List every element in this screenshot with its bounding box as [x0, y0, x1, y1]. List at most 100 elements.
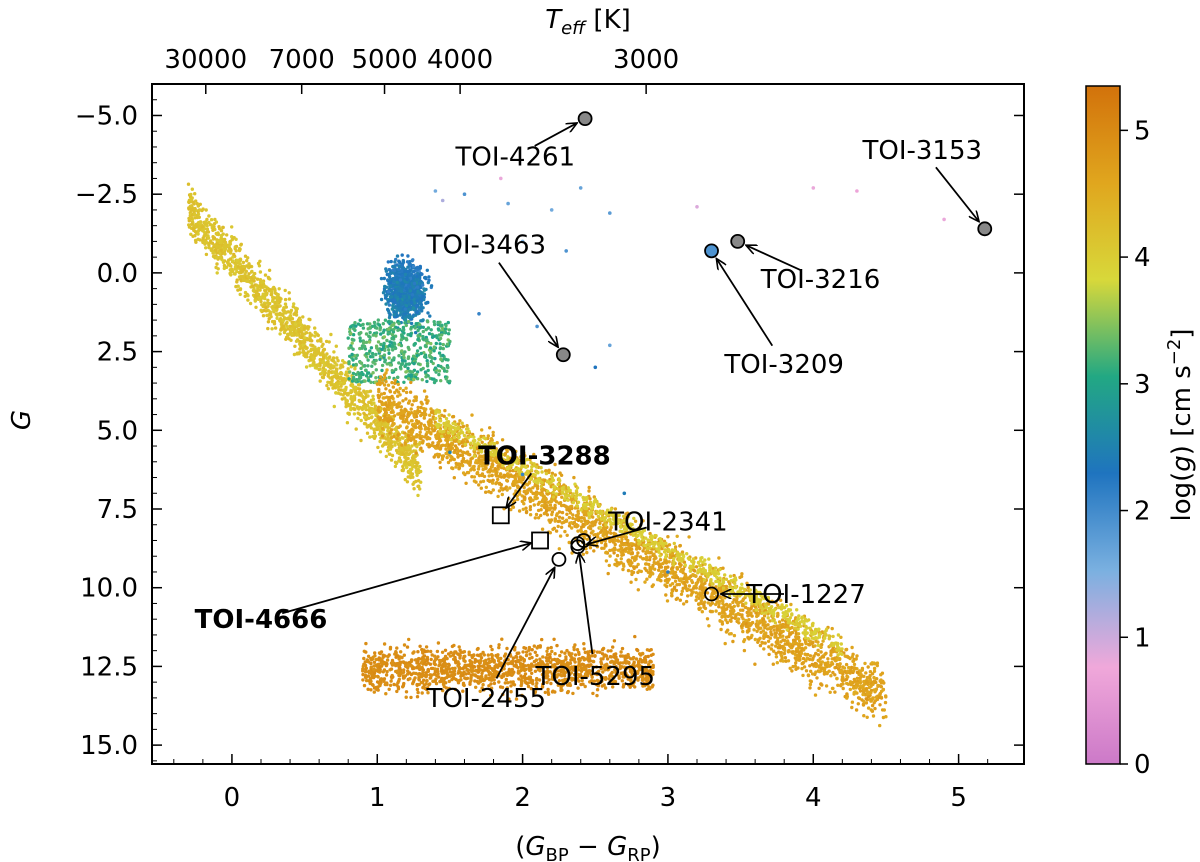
background-star: [405, 480, 410, 484]
background-star: [197, 208, 201, 212]
background-star: [229, 248, 233, 253]
background-star: [545, 513, 550, 517]
background-star: [347, 362, 351, 366]
background-star: [399, 405, 403, 409]
background-star: [398, 365, 403, 369]
background-star: [381, 344, 386, 348]
background-star: [694, 598, 698, 602]
background-star: [415, 435, 419, 439]
background-star: [397, 264, 401, 269]
background-star: [831, 670, 835, 675]
background-star: [440, 333, 444, 337]
background-star: [399, 448, 403, 452]
background-star: [392, 341, 396, 345]
background-star: [387, 356, 391, 360]
background-star: [567, 540, 571, 545]
background-star: [240, 269, 244, 274]
background-star: [194, 240, 198, 244]
background-star: [621, 567, 625, 572]
background-star: [420, 272, 424, 276]
background-star: [534, 512, 539, 517]
background-star: [251, 288, 256, 293]
background-star: [258, 278, 263, 282]
background-star: [311, 356, 315, 360]
background-star: [189, 192, 193, 197]
background-star: [286, 332, 290, 336]
background-star: [802, 665, 807, 669]
background-star: [245, 259, 249, 263]
background-star: [679, 592, 684, 596]
background-star: [330, 378, 334, 383]
background-star: [351, 371, 356, 376]
background-star: [354, 324, 358, 328]
background-star: [826, 657, 830, 661]
background-star: [413, 458, 417, 462]
background-star: [429, 284, 434, 288]
background-star: [667, 560, 671, 564]
background-star: [398, 278, 403, 282]
background-star: [294, 339, 299, 343]
background-star: [308, 331, 312, 335]
background-star: [258, 259, 262, 263]
background-star: [211, 228, 215, 232]
background-star: [402, 356, 406, 360]
background-star: [469, 468, 473, 472]
background-star: [204, 252, 209, 257]
background-star: [400, 253, 404, 257]
background-star: [402, 331, 406, 335]
background-star: [275, 295, 279, 300]
background-star: [322, 363, 326, 368]
background-star: [720, 598, 725, 603]
background-star: [435, 335, 439, 340]
background-star: [554, 529, 559, 533]
background-star: [364, 368, 368, 372]
background-star: [377, 378, 382, 383]
background-star: [375, 326, 379, 330]
background-star: [301, 315, 305, 319]
background-star: [814, 670, 818, 674]
background-star: [357, 407, 361, 411]
background-star: [782, 651, 787, 656]
background-star: [393, 260, 397, 264]
background-star: [790, 650, 794, 654]
background-star: [234, 284, 238, 289]
background-star: [400, 269, 404, 273]
background-star: [335, 356, 339, 360]
background-star: [489, 490, 493, 495]
background-star: [393, 443, 397, 447]
background-star: [212, 243, 217, 247]
background-star: [311, 363, 315, 367]
background-star: [364, 332, 369, 336]
background-star: [726, 614, 730, 619]
background-star: [723, 641, 727, 646]
background-star: [570, 526, 574, 530]
background-star: [334, 344, 338, 348]
background-star: [686, 594, 690, 598]
background-star: [714, 602, 718, 607]
background-star: [558, 534, 563, 538]
background-star: [374, 344, 379, 348]
background-star: [598, 521, 602, 525]
background-star: [828, 690, 832, 694]
background-star: [422, 287, 426, 291]
background-star: [409, 332, 413, 336]
background-star: [419, 297, 424, 301]
background-star: [351, 375, 356, 379]
background-star: [262, 296, 266, 300]
background-star: [331, 364, 335, 368]
background-star: [304, 331, 309, 335]
background-star: [448, 379, 452, 383]
background-star: [413, 326, 417, 330]
background-star: [417, 464, 422, 469]
background-star: [334, 391, 338, 395]
background-star: [873, 706, 877, 711]
background-star: [353, 367, 357, 371]
background-star: [740, 613, 744, 617]
background-star: [219, 233, 224, 238]
background-star: [206, 230, 211, 234]
background-star: [534, 496, 538, 501]
background-star: [228, 257, 233, 261]
background-star: [707, 624, 711, 628]
background-star: [321, 360, 325, 364]
background-star: [234, 237, 238, 241]
